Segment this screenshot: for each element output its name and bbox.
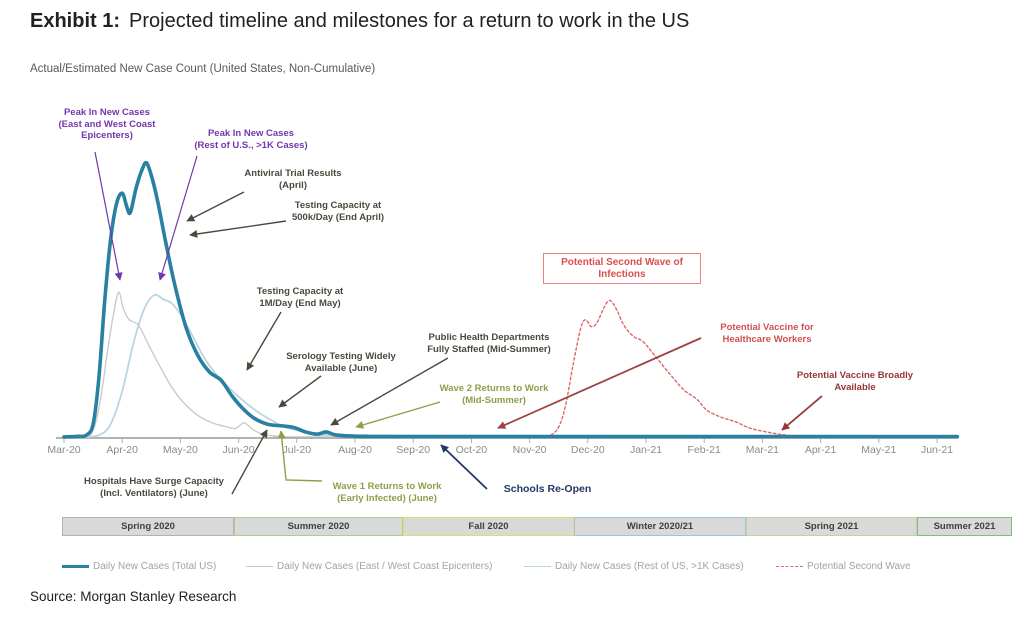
- x-axis-label-may-20: May-20: [162, 444, 198, 456]
- season-band-summer-2021: Summer 2021: [917, 517, 1012, 536]
- annotation-antiviral-trials: Antiviral Trial Results (April): [244, 168, 342, 191]
- annotation-arrow-antiviral-trials: [186, 191, 245, 222]
- x-axis-label-apr-21: Apr-21: [804, 444, 837, 456]
- annotation-testing-1m: Testing Capacity at 1M/Day (End May): [256, 286, 344, 309]
- x-axis-label-nov-20: Nov-20: [512, 444, 547, 456]
- x-axis: [56, 437, 958, 443]
- annotation-hospitals-surge: Hospitals Have Surge Capacity (Incl. Ven…: [84, 476, 224, 499]
- x-axis-label-dec-20: Dec-20: [570, 444, 605, 456]
- legend-label: Potential Second Wave: [807, 561, 911, 572]
- chart-subtitle: Actual/Estimated New Case Count (United …: [30, 63, 376, 75]
- annotation-public-health-staffed: Public Health Departments Fully Staffed …: [427, 332, 551, 355]
- x-axis-label-feb-21: Feb-21: [687, 444, 721, 456]
- legend-swatch-potential-second-wave: [776, 565, 803, 567]
- annotation-arrow-peak-rest-of-us: [158, 155, 198, 281]
- annotation-testing-500k: Testing Capacity at 500k/Day (End April): [291, 200, 385, 223]
- series-potential-second-wave: [505, 299, 793, 438]
- legend-swatch-daily-new-cases-rest-of-us-1k-cases: [524, 565, 551, 567]
- annotation-arrow-wave-1-returns: [277, 430, 323, 482]
- annotation-peak-east-west: Peak In New Cases (East and West Coast E…: [58, 107, 156, 141]
- x-axis-label-sep-20: Sep-20: [396, 444, 431, 456]
- x-axis-label-jun-20: Jun-20: [222, 444, 255, 456]
- exhibit-title-text: Projected timeline and milestones for a …: [129, 10, 690, 32]
- x-axis-label-mar-20: Mar-20: [47, 444, 81, 456]
- annotation-second-wave-box: Potential Second Wave of Infections: [543, 253, 701, 284]
- x-axis-label-oct-20: Oct-20: [455, 444, 488, 456]
- legend-swatch-daily-new-cases-total-us: [62, 564, 89, 568]
- season-band-spring-2020: Spring 2020: [62, 517, 234, 536]
- annotation-serology-testing: Serology Testing Widely Available (June): [286, 351, 396, 374]
- season-band-winter-2020-21: Winter 2020/21: [574, 517, 746, 536]
- x-axis-label-may-21: May-21: [861, 444, 897, 456]
- x-axis-label-mar-21: Mar-21: [745, 444, 780, 456]
- annotation-arrow-vaccine-broadly: [781, 395, 823, 431]
- annotation-arrow-peak-east-west: [94, 151, 123, 281]
- x-axis-label-apr-20: Apr-20: [106, 444, 138, 456]
- annotation-arrow-testing-500k: [189, 220, 287, 238]
- legend-item-daily-new-cases-rest-of-us-1k-cases: Daily New Cases (Rest of US, >1K Cases): [524, 561, 744, 572]
- series-daily-new-cases-rest-of-us-1k-cases: [80, 293, 959, 439]
- x-axis-label-jul-20: Jul-20: [282, 444, 312, 456]
- x-axis-label-aug-20: Aug-20: [338, 444, 372, 456]
- annotation-wave-1-returns: Wave 1 Returns to Work (Early Infected) …: [332, 481, 442, 504]
- season-band-summer-2020: Summer 2020: [234, 517, 403, 536]
- x-axis-label-jun-21: Jun-21: [920, 444, 954, 456]
- annotation-vaccine-broadly: Potential Vaccine Broadly Available: [796, 370, 914, 393]
- annotation-vaccine-healthcare: Potential Vaccine for Healthcare Workers: [720, 322, 814, 345]
- legend-label: Daily New Cases (East / West Coast Epice…: [277, 561, 493, 572]
- season-band-fall-2020: Fall 2020: [403, 517, 574, 536]
- source-line: Source: Morgan Stanley Research: [30, 589, 237, 604]
- season-band-spring-2021: Spring 2021: [746, 517, 917, 536]
- legend-label: Daily New Cases (Rest of US, >1K Cases): [555, 561, 744, 572]
- legend-item-potential-second-wave: Potential Second Wave: [776, 561, 911, 572]
- annotation-arrow-serology-testing: [278, 375, 322, 408]
- x-axis-label-jan-21: Jan-21: [629, 444, 663, 456]
- exhibit-number-label: Exhibit 1:: [30, 10, 121, 32]
- legend-item-daily-new-cases-east-west-coast-epicenters: Daily New Cases (East / West Coast Epice…: [246, 561, 492, 572]
- page-title: Exhibit 1: Projected timeline and milesto…: [30, 10, 689, 33]
- annotation-wave-2-returns: Wave 2 Returns to Work (Mid-Summer): [439, 383, 549, 406]
- legend-swatch-daily-new-cases-east-west-coast-epicenters: [246, 565, 273, 567]
- annotation-schools-reopen: Schools Re-Open: [503, 483, 592, 495]
- annotation-peak-rest-of-us: Peak In New Cases (Rest of U.S., >1K Cas…: [194, 128, 308, 151]
- legend-item-daily-new-cases-total-us: Daily New Cases (Total US): [62, 561, 216, 572]
- legend-label: Daily New Cases (Total US): [93, 561, 217, 572]
